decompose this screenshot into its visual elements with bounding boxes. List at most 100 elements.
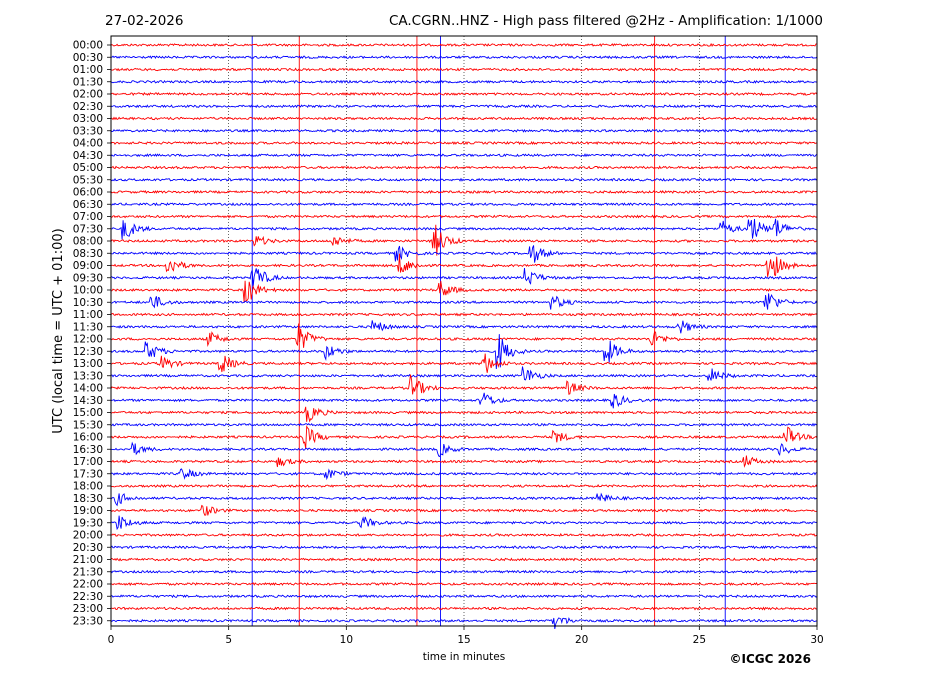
seismic-traces [110,42,818,629]
trace-row-1430 [110,392,818,409]
trace-row-0000 [110,42,817,47]
trace-row-1030 [110,293,818,310]
row-label: 21:30 [73,566,103,578]
trace-row-0200 [110,91,818,97]
x-tick-label: 0 [108,634,115,646]
row-label: 02:30 [73,101,103,113]
trace-row-0430 [110,153,818,158]
row-label: 08:00 [73,236,103,248]
row-time-labels: 00:0000:3001:0001:3002:0002:3003:0003:30… [73,40,111,627]
trace-row-2330 [110,617,818,629]
row-label: 19:30 [73,517,103,529]
row-label: 03:00 [73,113,103,125]
row-label: 00:00 [73,40,103,52]
trace-row-1330 [110,366,818,381]
trace-row-0230 [110,104,818,109]
row-label: 14:30 [73,395,103,407]
trace-row-1700 [110,455,818,468]
trace-row-0500 [110,165,818,170]
trace-row-2000 [110,532,818,538]
trace-row-2300 [111,606,818,611]
x-axis-ticks: 0 5 10 15 20 25 30 [108,626,824,646]
trace-row-1630 [110,441,818,458]
trace-row-0900 [110,253,818,277]
row-label: 19:00 [73,505,103,517]
row-label: 12:30 [73,346,103,358]
trace-row-1100 [110,312,818,317]
x-tick-label: 10 [340,634,353,646]
trace-row-0600 [110,189,818,194]
row-label: 05:30 [73,174,103,186]
row-label: 17:00 [73,456,103,468]
row-label: 07:30 [73,223,103,235]
row-label: 04:00 [73,138,103,150]
row-label: 10:00 [73,285,103,297]
trace-row-0300 [110,116,818,121]
row-label: 13:00 [73,358,103,370]
row-label: 17:30 [73,468,103,480]
trace-row-1400 [110,374,818,395]
copyright-text: ©ICGC 2026 [729,652,811,666]
trace-row-1530 [110,422,818,427]
trace-row-1230 [110,334,818,370]
trace-row-1830 [110,492,818,507]
trace-row-0330 [110,128,817,133]
trace-row-0730 [111,218,817,240]
row-label: 20:00 [73,530,103,542]
trace-row-1200 [110,323,818,348]
date-label: 27-02-2026 [105,13,183,29]
row-label: 07:00 [73,211,103,223]
trace-row-0530 [110,177,818,182]
row-label: 08:30 [73,248,103,260]
trace-row-1300 [110,353,818,373]
row-label: 20:30 [73,542,103,554]
trace-row-1130 [110,320,818,334]
x-tick-label: 5 [225,634,232,646]
row-label: 11:00 [73,309,103,321]
row-label: 02:00 [73,89,103,101]
trace-row-1000 [110,280,818,303]
row-label: 09:00 [73,260,103,272]
trace-row-2130 [110,569,818,574]
trace-row-0400 [110,141,818,145]
row-label: 01:30 [73,76,103,88]
row-label: 23:30 [73,615,103,627]
trace-row-2100 [111,557,817,562]
x-axis-label: time in minutes [423,651,505,663]
trace-row-0030 [111,55,818,60]
trace-row-2030 [110,545,818,550]
trace-row-0630 [110,202,818,207]
trace-row-1600 [110,425,818,449]
row-label: 22:30 [73,591,103,603]
trace-row-0130 [110,79,818,84]
trace-row-0830 [110,245,818,263]
row-label: 16:00 [73,432,103,444]
row-label: 04:30 [73,150,103,162]
row-label: 09:30 [73,272,103,284]
row-label: 06:30 [73,199,103,211]
trace-row-1800 [110,483,818,488]
row-label: 22:00 [73,579,103,591]
trace-row-0700 [110,214,818,219]
row-label: 03:30 [73,125,103,137]
row-label: 15:30 [73,419,103,431]
row-label: 01:00 [73,64,103,76]
row-label: 11:30 [73,321,103,333]
row-label: 06:00 [73,187,103,199]
x-tick-label: 25 [693,634,706,646]
minute-gridlines [228,36,700,626]
trace-row-1500 [110,406,818,423]
y-axis-label: UTC (local time = UTC + 01:00) [51,228,66,433]
trace-row-1900 [110,504,817,516]
x-tick-label: 30 [810,634,823,646]
row-label: 14:00 [73,383,103,395]
trace-row-0100 [110,67,818,72]
row-label: 05:00 [73,162,103,174]
row-label: 00:30 [73,52,103,64]
x-tick-label: 15 [457,634,470,646]
row-label: 16:30 [73,444,103,456]
row-label: 21:00 [73,554,103,566]
trace-row-1730 [110,468,818,481]
row-label: 18:30 [73,493,103,505]
